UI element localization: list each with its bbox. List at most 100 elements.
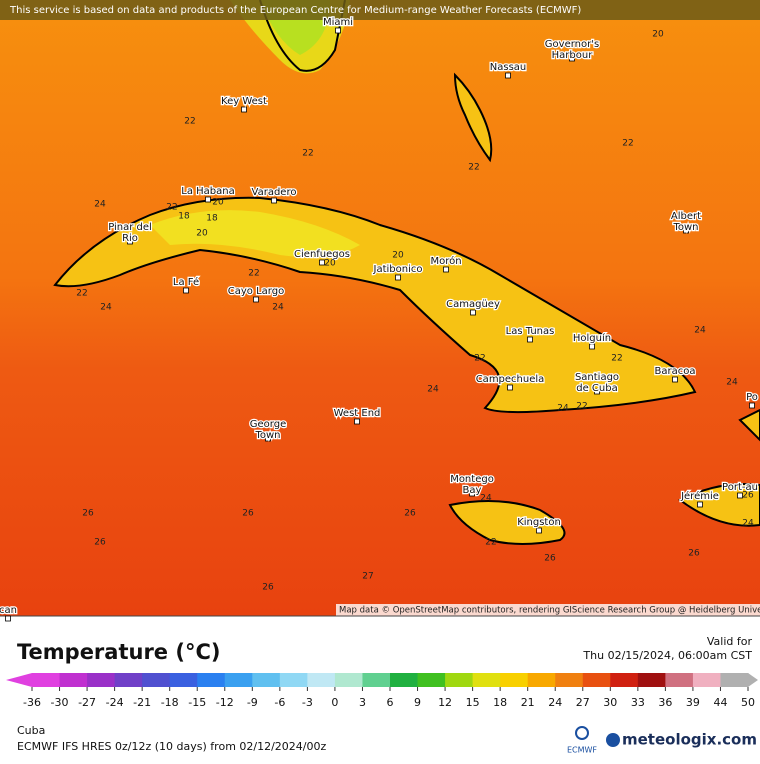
colorbar-tick-label: 30 bbox=[603, 696, 617, 709]
colorbar-segment bbox=[59, 673, 88, 687]
contour-label: 20 bbox=[652, 30, 664, 40]
colorbar-segment bbox=[279, 673, 308, 687]
colorbar-tick-label: 12 bbox=[438, 696, 452, 709]
city-marker bbox=[569, 55, 575, 62]
colorbar-segment bbox=[445, 673, 474, 687]
contour-label: 26 bbox=[242, 509, 254, 519]
city-label: can bbox=[0, 605, 17, 616]
city-label: Town bbox=[672, 222, 698, 233]
contour-label: 26 bbox=[742, 491, 754, 501]
contour-label: 22 bbox=[622, 139, 633, 149]
city-label: West End bbox=[334, 408, 381, 419]
city-marker bbox=[470, 309, 476, 316]
colorbar-segment bbox=[252, 673, 281, 687]
colorbar-tick-label: 44 bbox=[713, 696, 727, 709]
colorbar-tick-label: -21 bbox=[133, 696, 151, 709]
city-marker bbox=[5, 615, 11, 622]
city-marker bbox=[183, 287, 189, 294]
contour-label: 26 bbox=[262, 583, 274, 593]
city-label: Montego bbox=[450, 474, 494, 485]
city-marker bbox=[241, 106, 247, 113]
colorbar-segment bbox=[307, 673, 336, 687]
city-label: Jatibonico bbox=[373, 264, 423, 275]
city-label: Baracoa bbox=[655, 366, 696, 377]
contour-label: 24 bbox=[94, 200, 106, 210]
banner: This service is based on data and produc… bbox=[9, 5, 581, 16]
contour-label: 26 bbox=[688, 549, 700, 559]
colorbar-segment bbox=[692, 673, 721, 687]
colorbar-tick-label: 39 bbox=[686, 696, 700, 709]
contour-label: 20 bbox=[212, 198, 224, 208]
city-marker bbox=[443, 266, 449, 273]
colorbar-tick-label: 27 bbox=[576, 696, 590, 709]
city-marker bbox=[737, 492, 743, 499]
city-label: Bay bbox=[463, 485, 482, 496]
colorbar-segment bbox=[169, 673, 198, 687]
city-label: Cayo Largo bbox=[228, 286, 284, 297]
contour-label: 26 bbox=[82, 509, 94, 519]
colorbar-segment bbox=[500, 673, 529, 687]
colorbar-segment bbox=[197, 673, 226, 687]
contour-label: 22 bbox=[485, 538, 496, 548]
colorbar-tick-label: 6 bbox=[387, 696, 394, 709]
map-background bbox=[0, 0, 760, 616]
colorbar-segment bbox=[720, 673, 749, 687]
city-marker bbox=[253, 296, 259, 303]
colorbar-segment bbox=[555, 673, 584, 687]
contour-label: 22 bbox=[302, 149, 313, 159]
city-marker bbox=[395, 274, 401, 281]
colorbar-tick-label: 21 bbox=[521, 696, 535, 709]
city-marker bbox=[683, 227, 689, 234]
contour-label: 24 bbox=[742, 519, 754, 529]
model-info: ECMWF IFS HRES 0z/12z (10 days) from 02/… bbox=[17, 740, 327, 753]
city-label: Las Tunas bbox=[506, 326, 555, 337]
city-label: Rio bbox=[122, 233, 138, 244]
city-label: Kingston bbox=[517, 517, 561, 528]
city-marker bbox=[697, 501, 703, 508]
city-marker bbox=[505, 72, 511, 79]
colorbar-segment bbox=[142, 673, 171, 687]
city-marker bbox=[354, 418, 360, 425]
valid-time: Thu 02/15/2024, 06:00am CST bbox=[582, 649, 752, 662]
contour-label: 26 bbox=[94, 538, 106, 548]
city-label: La Fé bbox=[173, 276, 199, 288]
site-icon bbox=[606, 733, 620, 747]
city-marker bbox=[127, 238, 133, 245]
ecmwf-icon bbox=[575, 726, 589, 740]
colorbar-tick-label: 0 bbox=[331, 696, 338, 709]
city-marker bbox=[527, 336, 533, 343]
contour-label: 18 bbox=[178, 212, 190, 222]
colorbar-segment bbox=[582, 673, 611, 687]
city-label: George bbox=[250, 419, 286, 430]
colorbar-segment bbox=[390, 673, 419, 687]
city-marker bbox=[265, 435, 271, 442]
colorbar-high-arrow bbox=[748, 673, 758, 687]
city-label: Pinar del bbox=[108, 222, 152, 233]
contour-label: 20 bbox=[196, 229, 208, 239]
colorbar-tick-label: 24 bbox=[548, 696, 562, 709]
city-marker bbox=[271, 197, 277, 204]
city-label: Po bbox=[746, 392, 758, 403]
city-label: Cienfuegos bbox=[294, 249, 350, 260]
colorbar-tick-label: 3 bbox=[359, 696, 366, 709]
colorbar-tick-label: -6 bbox=[274, 696, 285, 709]
contour-label: 18 bbox=[206, 214, 218, 224]
city-marker bbox=[507, 384, 513, 391]
city-label: Holguín bbox=[573, 332, 611, 344]
contour-label: 24 bbox=[100, 303, 112, 313]
city-label: La Habana bbox=[181, 186, 234, 197]
colorbar-segment bbox=[32, 673, 61, 687]
colorbar-segment bbox=[665, 673, 694, 687]
contour-label: 22 bbox=[166, 203, 177, 213]
contour-label: 22 bbox=[576, 402, 587, 412]
colorbar-segment bbox=[87, 673, 116, 687]
colorbar-segment bbox=[527, 673, 556, 687]
colorbar-tick-label: 18 bbox=[493, 696, 507, 709]
contour-label: 26 bbox=[544, 554, 556, 564]
colorbar-tick-label: -18 bbox=[161, 696, 179, 709]
jamaica bbox=[448, 500, 566, 545]
city-label: Harbour bbox=[552, 50, 594, 61]
cuba bbox=[53, 196, 697, 414]
colorbar-tick-label: 9 bbox=[414, 696, 421, 709]
bahamas bbox=[453, 72, 493, 163]
